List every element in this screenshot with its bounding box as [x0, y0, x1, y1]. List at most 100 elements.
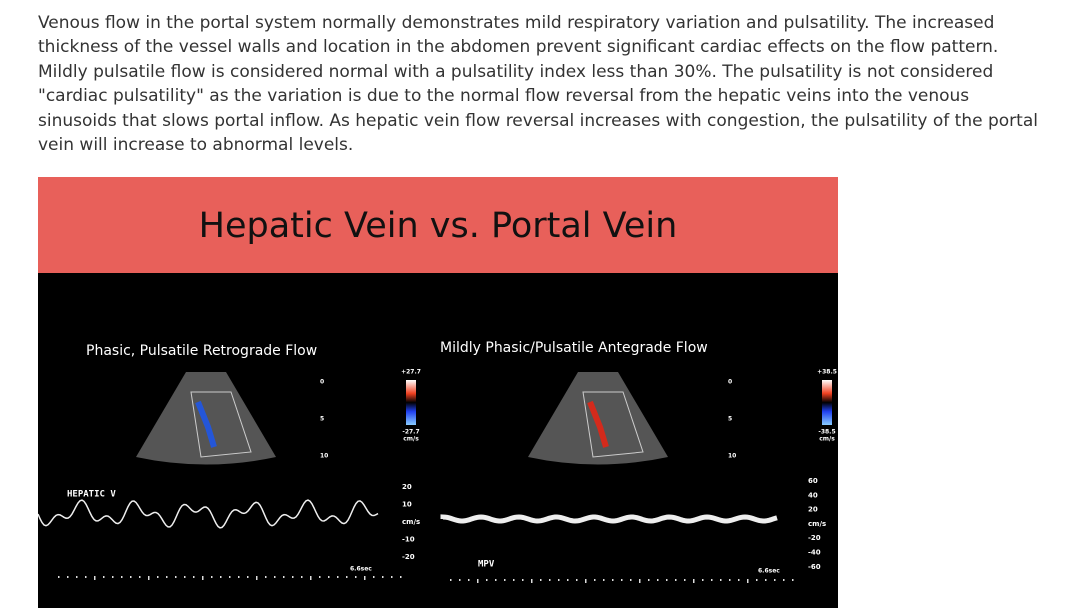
time-dot	[175, 576, 177, 578]
time-dot	[684, 579, 686, 581]
velocity-tick: 20	[402, 483, 412, 491]
depth-tick: 5	[728, 416, 732, 423]
time-dot	[265, 576, 267, 578]
velocity-tick: 40	[808, 491, 818, 499]
time-dot	[567, 579, 569, 581]
color-flow	[587, 400, 609, 448]
time-dot	[283, 576, 285, 578]
time-dot	[337, 576, 339, 578]
time-dot	[220, 576, 222, 578]
time-dot	[504, 579, 506, 581]
color-flow	[195, 400, 217, 448]
depth-tick: 10	[320, 453, 328, 460]
time-dot	[364, 576, 366, 580]
time-dot	[702, 579, 704, 581]
time-dot	[585, 579, 587, 583]
time-dot	[630, 579, 632, 581]
time-dot	[319, 576, 321, 578]
time-dot	[783, 579, 785, 581]
trace-label: HEPATIC V	[67, 490, 116, 500]
velocity-tick: -20	[808, 534, 821, 542]
time-dot	[486, 579, 488, 581]
time-dot	[747, 579, 749, 583]
time-dot	[756, 579, 758, 581]
time-dot	[211, 576, 213, 578]
time-dot	[139, 576, 141, 578]
time-dot	[85, 576, 87, 578]
time-dot	[738, 579, 740, 581]
time-dot	[693, 579, 695, 583]
time-dot	[522, 579, 524, 581]
doppler-box	[582, 391, 644, 458]
time-dot	[450, 579, 452, 581]
time-dot	[792, 579, 794, 581]
time-dot	[130, 576, 132, 578]
depth-tick: 5	[320, 416, 324, 423]
scale-unit: cm/s	[403, 436, 419, 443]
time-dot	[355, 576, 357, 578]
text-line: Venous flow in the portal system normall…	[38, 13, 995, 33]
duration: 6.6sec	[758, 568, 780, 575]
color-bar	[406, 380, 416, 425]
text-line: thickness of the vessel walls and locati…	[38, 37, 999, 58]
velocity-tick: 60	[808, 477, 818, 485]
time-dot	[531, 579, 533, 583]
time-dot	[720, 579, 722, 581]
slide-title: Hepatic Vein vs. Portal Vein	[199, 206, 678, 246]
time-dot	[729, 579, 731, 581]
time-dot	[202, 576, 204, 580]
time-dot	[391, 576, 393, 578]
scale-top: +27.7	[401, 369, 421, 376]
time-dot	[328, 576, 330, 578]
title-band	[38, 177, 838, 273]
time-dot	[67, 576, 69, 578]
color-bar	[822, 380, 832, 425]
time-dot	[765, 579, 767, 581]
time-dot	[346, 576, 348, 578]
duration: 6.6sec	[350, 566, 372, 573]
time-dot	[621, 579, 623, 581]
slide: Hepatic Vein vs. Portal Vein Phasic, Pul…	[38, 177, 838, 608]
text-line: vein will increase to abnormal levels.	[38, 135, 354, 156]
depth-tick: 0	[728, 379, 732, 386]
time-dot	[373, 576, 375, 578]
depth-tick: 0	[320, 379, 324, 386]
waveform	[38, 499, 379, 529]
time-dot	[247, 576, 249, 578]
time-dot	[103, 576, 105, 578]
time-dot	[184, 576, 186, 578]
scale-top: +38.5	[817, 369, 837, 376]
trace-label: MPV	[478, 560, 495, 570]
time-dot	[310, 576, 312, 580]
panel-caption: Phasic, Pulsatile Retrograde Flow	[86, 343, 317, 359]
time-dot	[648, 579, 650, 581]
time-dot	[468, 579, 470, 581]
doppler-box	[190, 391, 252, 458]
time-dot	[193, 576, 195, 578]
time-dot	[157, 576, 159, 578]
velocity-tick: cm/s	[402, 518, 420, 526]
time-dot	[76, 576, 78, 578]
time-dot	[612, 579, 614, 581]
time-dot	[576, 579, 578, 581]
scale-unit: cm/s	[819, 436, 835, 443]
time-dot	[657, 579, 659, 581]
time-dot	[256, 576, 258, 580]
time-dot	[495, 579, 497, 581]
text-line: "cardiac pulsatility" as the variation i…	[38, 86, 970, 107]
time-dot	[94, 576, 96, 580]
time-dot	[148, 576, 150, 580]
time-dot	[58, 576, 60, 578]
time-dot	[603, 579, 605, 581]
time-dot	[513, 579, 515, 581]
time-dot	[166, 576, 168, 578]
time-dot	[639, 579, 641, 583]
time-dot	[594, 579, 596, 581]
velocity-tick: 10	[402, 501, 412, 509]
time-dot	[238, 576, 240, 578]
depth-tick: 10	[728, 453, 736, 460]
time-dot	[121, 576, 123, 578]
time-dot	[274, 576, 276, 578]
paragraph: Venous flow in the portal system normall…	[38, 11, 1038, 157]
